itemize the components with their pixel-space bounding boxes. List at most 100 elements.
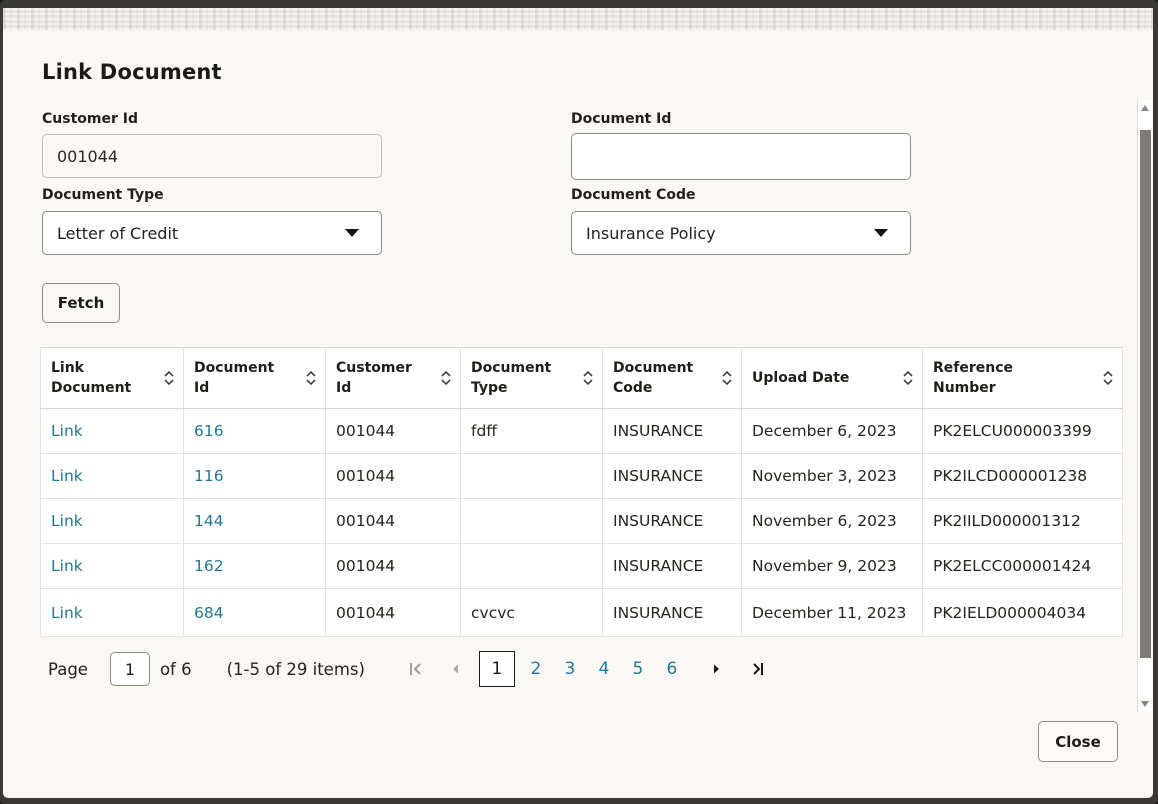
- sort-icon[interactable]: [902, 369, 914, 387]
- last-page-icon[interactable]: [745, 656, 771, 682]
- column-header[interactable]: Document Code: [602, 347, 742, 409]
- document-id-link[interactable]: 162: [194, 557, 224, 575]
- document-id-link[interactable]: 616: [194, 422, 224, 440]
- upload-date-cell: November 6, 2023: [741, 498, 923, 544]
- table-row: Link 144 001044 INSURANCE November 6, 2023 PK…: [40, 498, 1123, 544]
- link-document-link-cell: Link: [40, 498, 184, 544]
- document-type-cell: fdff: [460, 408, 603, 454]
- link-document-link[interactable]: Link: [51, 603, 83, 622]
- link-document-link[interactable]: Link: [51, 512, 83, 530]
- link-document-link[interactable]: Link: [51, 557, 83, 575]
- sort-icon[interactable]: [440, 369, 452, 387]
- document-code-cell: INSURANCE: [602, 543, 742, 589]
- document-id-link-cell: 116: [183, 453, 326, 499]
- page-number[interactable]: 2: [530, 659, 542, 679]
- sort-icon[interactable]: [305, 369, 317, 387]
- column-header-label: Document Code: [613, 359, 694, 396]
- document-code-cell: INSURANCE: [602, 453, 742, 499]
- document-type-cell: [460, 498, 603, 544]
- table-row: Link 162 001044 INSURANCE November 9, 2023 PK…: [40, 543, 1123, 589]
- document-id-label: Document Id: [571, 111, 672, 127]
- document-code-label: Document Code: [571, 187, 696, 203]
- table-row: Link 116 001044 INSURANCE November 3, 2023 PK…: [40, 453, 1123, 499]
- table-body: Link 616 001044 fdff INSURANCE December 6, 20…: [40, 408, 1123, 637]
- vertical-scrollbar[interactable]: [1137, 100, 1152, 712]
- close-button[interactable]: Close: [1038, 721, 1118, 762]
- document-type-cell: [460, 543, 603, 589]
- document-id-link-cell: 684: [183, 588, 326, 637]
- link-document-link-cell: Link: [40, 408, 184, 454]
- document-id-link-cell: 144: [183, 498, 326, 544]
- upload-date-cell: December 11, 2023: [741, 588, 923, 637]
- document-type-cell: [460, 453, 603, 499]
- document-code-cell: INSURANCE: [602, 408, 742, 454]
- sort-icon[interactable]: [163, 369, 175, 387]
- page-number-input[interactable]: [109, 652, 150, 686]
- document-type-select[interactable]: Letter of Credit: [42, 211, 382, 255]
- document-code-cell: INSURANCE: [602, 498, 742, 544]
- scrollbar-thumb[interactable]: [1140, 130, 1151, 658]
- page-number[interactable]: 6: [666, 659, 678, 679]
- document-type-cell: cvcvc: [460, 588, 603, 637]
- column-header[interactable]: Reference Number: [922, 347, 1123, 409]
- first-page-icon[interactable]: [403, 656, 429, 682]
- document-code-selected-value: Insurance Policy: [586, 223, 716, 243]
- scroll-up-icon[interactable]: [1138, 101, 1152, 115]
- document-code-cell: INSURANCE: [602, 588, 742, 637]
- chevron-down-icon: [345, 229, 359, 237]
- document-type-selected-value: Letter of Credit: [57, 223, 179, 243]
- items-range-text: (1-5 of 29 items): [226, 659, 365, 679]
- next-page-icon[interactable]: [703, 656, 729, 682]
- document-id-link[interactable]: 144: [194, 512, 224, 530]
- document-id-input[interactable]: [571, 133, 911, 180]
- table-row: Link 616 001044 fdff INSURANCE December 6, 20…: [40, 408, 1123, 454]
- document-id-link-cell: 616: [183, 408, 326, 454]
- link-document-dialog: Link Document Customer Id Document Id Do…: [3, 8, 1153, 798]
- customer-id-cell: 001044: [325, 453, 461, 499]
- column-header[interactable]: Document Id: [183, 347, 326, 409]
- document-id-link[interactable]: 684: [194, 603, 224, 622]
- customer-id-cell: 001044: [325, 408, 461, 454]
- column-header[interactable]: Link Document: [40, 347, 184, 409]
- column-header-label: Document Id: [194, 359, 275, 396]
- fetch-button[interactable]: Fetch: [42, 283, 120, 323]
- table-row: Link 684 001044 cvcvc INSURANCE December 11, …: [40, 588, 1123, 637]
- document-id-link[interactable]: 116: [194, 467, 224, 485]
- reference-number-cell: PK2IELD000004034: [922, 588, 1123, 637]
- page-label: Page: [48, 659, 88, 679]
- document-id-link-cell: 162: [183, 543, 326, 589]
- page-number[interactable]: 5: [632, 659, 644, 679]
- background-texture-strip: [3, 8, 1153, 30]
- customer-id-input[interactable]: [42, 134, 382, 178]
- column-header[interactable]: Document Type: [460, 347, 603, 409]
- link-document-link[interactable]: Link: [51, 467, 83, 485]
- sort-icon[interactable]: [1102, 369, 1114, 387]
- customer-id-cell: 001044: [325, 588, 461, 637]
- reference-number-cell: PK2ELCC000001424: [922, 543, 1123, 589]
- page-number[interactable]: 4: [598, 659, 610, 679]
- column-header[interactable]: Customer Id: [325, 347, 461, 409]
- page-number-current[interactable]: 1: [478, 651, 515, 687]
- column-header[interactable]: Upload Date: [741, 347, 923, 409]
- reference-number-cell: PK2IILD000001312: [922, 498, 1123, 544]
- link-document-link[interactable]: Link: [51, 422, 83, 440]
- document-type-label: Document Type: [42, 187, 164, 203]
- page-of-total: of 6: [159, 659, 192, 679]
- reference-number-cell: PK2ILCD000001238: [922, 453, 1123, 499]
- column-header-label: Document Type: [471, 359, 552, 396]
- dialog-title: Link Document: [42, 60, 222, 84]
- column-header-label: Reference Number: [933, 359, 1014, 396]
- customer-id-cell: 001044: [325, 543, 461, 589]
- document-code-select[interactable]: Insurance Policy: [571, 211, 911, 255]
- page-number[interactable]: 3: [564, 659, 576, 679]
- upload-date-cell: November 3, 2023: [741, 453, 923, 499]
- sort-icon[interactable]: [582, 369, 594, 387]
- column-header-label: Upload Date: [752, 369, 850, 386]
- scroll-down-icon[interactable]: [1138, 697, 1152, 711]
- previous-page-icon[interactable]: [443, 656, 469, 682]
- link-document-link-cell: Link: [40, 588, 184, 637]
- column-header-label: Customer Id: [336, 359, 412, 396]
- sort-icon[interactable]: [721, 369, 733, 387]
